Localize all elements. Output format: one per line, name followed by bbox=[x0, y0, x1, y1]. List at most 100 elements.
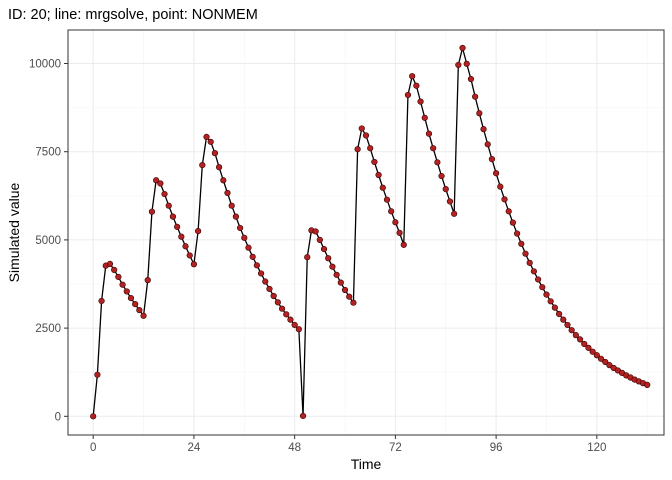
data-point bbox=[98, 297, 105, 305]
data-point bbox=[144, 277, 151, 284]
data-point bbox=[421, 114, 428, 121]
data-point bbox=[123, 288, 130, 295]
series-line bbox=[92, 47, 648, 417]
data-series bbox=[90, 44, 651, 420]
data-point bbox=[581, 340, 588, 348]
data-point bbox=[602, 358, 609, 366]
data-point bbox=[585, 344, 592, 351]
data-point bbox=[379, 184, 386, 191]
data-point bbox=[463, 60, 470, 67]
data-point bbox=[530, 268, 537, 275]
data-point bbox=[509, 219, 517, 226]
data-point bbox=[165, 202, 172, 209]
data-point bbox=[555, 310, 563, 318]
data-point bbox=[589, 348, 596, 355]
data-point bbox=[543, 291, 550, 298]
data-point bbox=[299, 412, 307, 420]
data-point bbox=[266, 285, 273, 293]
data-point bbox=[480, 126, 487, 133]
data-point bbox=[467, 75, 475, 83]
y-tick-label: 5000 bbox=[35, 235, 61, 247]
panel-border bbox=[67, 29, 665, 436]
data-point bbox=[169, 213, 177, 220]
data-point bbox=[568, 327, 575, 334]
data-point bbox=[505, 208, 512, 215]
data-point bbox=[283, 311, 290, 318]
data-point bbox=[534, 276, 542, 283]
data-point bbox=[513, 230, 521, 237]
data-point bbox=[136, 307, 143, 314]
data-point bbox=[522, 250, 529, 257]
y-axis-title: Simulated value bbox=[6, 182, 22, 282]
data-point bbox=[551, 304, 558, 311]
data-point bbox=[182, 243, 189, 250]
data-point bbox=[472, 93, 479, 100]
data-point bbox=[295, 326, 302, 333]
x-axis-title: Time bbox=[351, 456, 382, 472]
data-point bbox=[140, 312, 147, 319]
data-point bbox=[547, 298, 554, 305]
data-point bbox=[190, 261, 198, 268]
data-point bbox=[161, 190, 168, 198]
data-point bbox=[257, 270, 265, 277]
data-point bbox=[438, 172, 445, 180]
chart-title: ID: 20; line: mrgsolve, point: NONMEM bbox=[8, 7, 258, 23]
data-point bbox=[320, 245, 328, 253]
data-point bbox=[350, 299, 357, 306]
data-point bbox=[518, 240, 525, 247]
x-tick-label: 0 bbox=[90, 442, 96, 454]
data-point bbox=[203, 133, 210, 140]
data-point bbox=[476, 110, 483, 117]
data-point bbox=[459, 44, 466, 52]
x-tick-label: 24 bbox=[188, 442, 201, 454]
data-point bbox=[132, 301, 139, 308]
x-tick-label: 48 bbox=[288, 442, 301, 454]
data-point bbox=[211, 150, 219, 157]
data-point bbox=[593, 352, 600, 359]
data-point bbox=[341, 286, 349, 294]
x-tick-label: 96 bbox=[490, 442, 503, 454]
data-point bbox=[597, 355, 605, 362]
data-point bbox=[245, 244, 252, 251]
data-point bbox=[488, 156, 496, 163]
data-point bbox=[404, 91, 412, 99]
data-point bbox=[232, 213, 239, 220]
data-point bbox=[497, 183, 504, 190]
y-tick-label: 2500 bbox=[35, 323, 61, 335]
data-point bbox=[291, 321, 298, 329]
data-point bbox=[236, 224, 244, 232]
data-point bbox=[174, 223, 181, 230]
data-point bbox=[392, 219, 399, 226]
data-point bbox=[329, 263, 336, 270]
data-point bbox=[539, 284, 546, 291]
y-tick-label: 0 bbox=[55, 411, 61, 423]
x-tick-label: 72 bbox=[389, 442, 402, 454]
data-point bbox=[606, 362, 613, 369]
data-point bbox=[325, 255, 332, 262]
data-point bbox=[501, 196, 508, 203]
data-point bbox=[413, 82, 420, 89]
data-point bbox=[241, 234, 248, 241]
data-point bbox=[430, 145, 437, 152]
data-point bbox=[346, 293, 353, 300]
data-point bbox=[362, 132, 370, 139]
data-point bbox=[274, 299, 281, 306]
data-point bbox=[383, 196, 391, 203]
data-point bbox=[115, 273, 122, 281]
data-point bbox=[451, 210, 458, 217]
data-point bbox=[442, 186, 449, 193]
data-point bbox=[358, 125, 365, 132]
data-point bbox=[207, 138, 214, 145]
data-point bbox=[367, 145, 374, 152]
data-point bbox=[224, 189, 231, 197]
data-point bbox=[576, 336, 584, 343]
data-point bbox=[375, 171, 382, 179]
data-point bbox=[333, 271, 340, 278]
data-point bbox=[564, 321, 571, 329]
data-point bbox=[354, 146, 361, 153]
y-tick-label: 10000 bbox=[29, 59, 61, 71]
data-point bbox=[425, 130, 433, 137]
grid-lines bbox=[68, 30, 664, 435]
data-point bbox=[316, 236, 323, 244]
